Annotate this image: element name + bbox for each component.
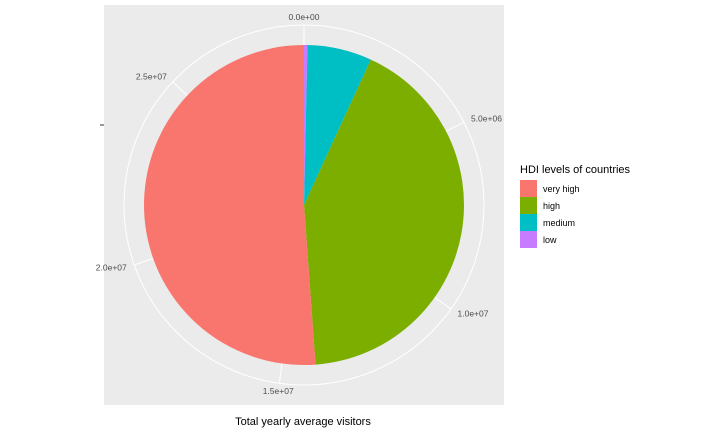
pie-slice-very-high xyxy=(144,45,316,365)
theta-tick-label: 1.5e+07 xyxy=(263,386,294,396)
theta-tick-label: 2.0e+07 xyxy=(96,263,127,273)
legend-label: high xyxy=(543,201,560,211)
legend-items: very high high medium low xyxy=(520,180,580,248)
legend-key-high xyxy=(520,197,537,214)
legend-key-low xyxy=(520,231,537,248)
pie-slice-medium xyxy=(304,45,371,205)
legend-title: HDI levels of countries xyxy=(520,164,631,176)
legend-label: very high xyxy=(543,184,580,194)
legend-key-very-high xyxy=(520,180,537,197)
theta-tick-label: 5.0e+06 xyxy=(471,114,502,124)
tick-layer: 0.0e+00 5.0e+06 1.0e+07 1.5e+07 2.0e+07 2.5e+… xyxy=(96,12,502,396)
legend: HDI levels of countries very high high med… xyxy=(520,164,631,248)
pie-slice-low xyxy=(304,45,308,205)
x-axis-title: Total yearly average visitors xyxy=(235,416,371,428)
legend-label: low xyxy=(543,235,557,245)
pie-slice-high xyxy=(304,59,465,365)
legend-label: medium xyxy=(543,218,575,228)
theta-tick-label: 2.5e+07 xyxy=(136,71,167,81)
theta-tick-label: 1.0e+07 xyxy=(458,309,489,319)
legend-key-medium xyxy=(520,214,537,231)
theta-tick-label: 0.0e+00 xyxy=(289,12,320,22)
slice-layer xyxy=(144,45,465,365)
